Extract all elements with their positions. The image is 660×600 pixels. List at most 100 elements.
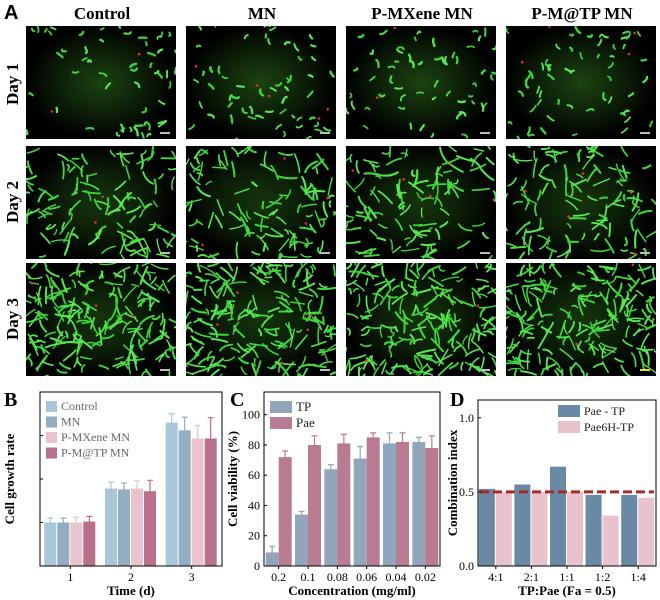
bar xyxy=(278,457,292,566)
error-bar xyxy=(340,433,347,454)
error-bar xyxy=(134,480,140,497)
micrograph-image xyxy=(186,263,336,376)
micrograph-cells xyxy=(506,263,656,376)
bar xyxy=(550,466,566,566)
y-tick-label: 60 xyxy=(248,468,260,482)
micrograph-image xyxy=(186,26,336,139)
legend-label: TP xyxy=(296,399,311,414)
bar xyxy=(383,443,396,566)
micrograph-image xyxy=(186,146,336,259)
panel-d-letter: D xyxy=(450,389,464,411)
error-bar xyxy=(370,432,377,443)
column-header-control: Control xyxy=(73,4,131,23)
y-tick-label: 80 xyxy=(248,438,260,452)
bar xyxy=(412,441,426,566)
x-axis-label: TP:Pae (Fa = 0.5) xyxy=(518,583,616,598)
plot-frame xyxy=(477,399,657,567)
bar xyxy=(44,522,57,566)
legend-label: P-MXene MN xyxy=(61,430,130,444)
micrograph-cells xyxy=(346,26,496,139)
bar xyxy=(295,514,308,566)
error-bar xyxy=(399,432,406,452)
bar xyxy=(638,497,655,566)
panel-b-letter: B xyxy=(4,389,17,411)
micrograph-cells xyxy=(186,146,336,259)
error-bar xyxy=(298,510,305,519)
bar xyxy=(353,458,367,566)
x-tick-label: 0.02 xyxy=(415,570,436,584)
y-axis-label: Combination index xyxy=(446,429,460,536)
bar xyxy=(178,430,191,566)
error-bar xyxy=(60,517,67,528)
legend-label: Control xyxy=(61,399,98,413)
micrograph-cells xyxy=(506,146,656,259)
micrograph-cells xyxy=(26,26,176,139)
micrograph-cells xyxy=(346,263,496,376)
legend-label: Pae6H-TP xyxy=(584,420,634,434)
x-axis-label: Concentration (mg/ml) xyxy=(288,583,415,598)
bar xyxy=(105,488,117,566)
legend-label: P-M@TP MN xyxy=(61,446,130,460)
y-tick-label: 0 xyxy=(254,559,260,573)
micrograph-image xyxy=(26,263,176,376)
plot-frame xyxy=(263,391,441,567)
y-tick-label: 0.5 xyxy=(459,485,474,499)
y-tick-label: 1.0 xyxy=(459,411,474,425)
bar xyxy=(514,484,531,566)
legend-label: MN xyxy=(61,415,81,429)
error-bar xyxy=(357,445,364,472)
row-header-day-3: Day 3 xyxy=(3,297,22,341)
x-tick-label: 0.1 xyxy=(301,570,316,584)
legend-swatch xyxy=(270,401,292,413)
legend-label: Pae xyxy=(296,415,315,430)
bar xyxy=(131,488,143,566)
legend-swatch xyxy=(270,417,292,429)
micrograph-image xyxy=(346,146,496,259)
bar xyxy=(324,469,338,566)
micrograph-image xyxy=(26,26,176,139)
legend-swatch xyxy=(46,401,57,412)
panel-c-letter: C xyxy=(230,389,244,411)
bar xyxy=(366,437,380,566)
legend-swatch xyxy=(558,405,580,417)
error-bar xyxy=(282,450,289,464)
micrograph-cells xyxy=(26,146,176,259)
y-axis-label: Cell growth rate xyxy=(2,433,17,524)
bar xyxy=(70,522,83,566)
micrograph-image xyxy=(346,263,496,376)
micrograph-cells xyxy=(506,26,656,139)
bar xyxy=(495,491,512,566)
error-bar xyxy=(428,435,435,461)
chart-c: C 0.2 0.1 0.08 0.06 0.04 0.02 0 20 40 60 80 100 Conce… xyxy=(225,389,441,598)
chart-d: D 4:1 2:1 1:1 1:2 1:4 0.0 0.5 1.0 TP:Pae (Fa = 0.… xyxy=(446,389,657,598)
legend-swatch xyxy=(46,432,57,443)
micrograph-image xyxy=(346,26,496,139)
micrograph-cells xyxy=(186,26,336,139)
panel-a-letter: A xyxy=(4,2,19,24)
error-bar xyxy=(108,481,114,496)
bar xyxy=(204,438,217,566)
column-header-mn: MN xyxy=(247,4,277,23)
bar xyxy=(83,521,96,566)
bar xyxy=(191,438,204,566)
error-bar xyxy=(168,413,175,432)
x-tick-label: 1:4 xyxy=(631,570,646,584)
bar xyxy=(396,441,409,566)
error-bar xyxy=(269,545,276,560)
error-bar xyxy=(121,482,127,497)
x-axis-label: Time (d) xyxy=(107,583,155,598)
legend-swatch xyxy=(46,447,57,459)
x-tick-label: 4:1 xyxy=(488,570,503,584)
bar xyxy=(165,422,178,566)
bar xyxy=(144,491,156,566)
x-tick-label: 1:2 xyxy=(595,570,610,584)
bar xyxy=(478,488,495,566)
x-tick-label: 0.08 xyxy=(327,570,348,584)
y-axis-label: Cell viability (%) xyxy=(225,431,240,527)
bar xyxy=(602,515,619,566)
column-header-p-m-tp-mn: P-M@TP MN xyxy=(531,4,633,23)
micrograph-image xyxy=(506,263,656,376)
y-tick-label: 20 xyxy=(248,529,260,543)
micrograph-image xyxy=(506,146,656,259)
error-bar xyxy=(181,416,188,444)
